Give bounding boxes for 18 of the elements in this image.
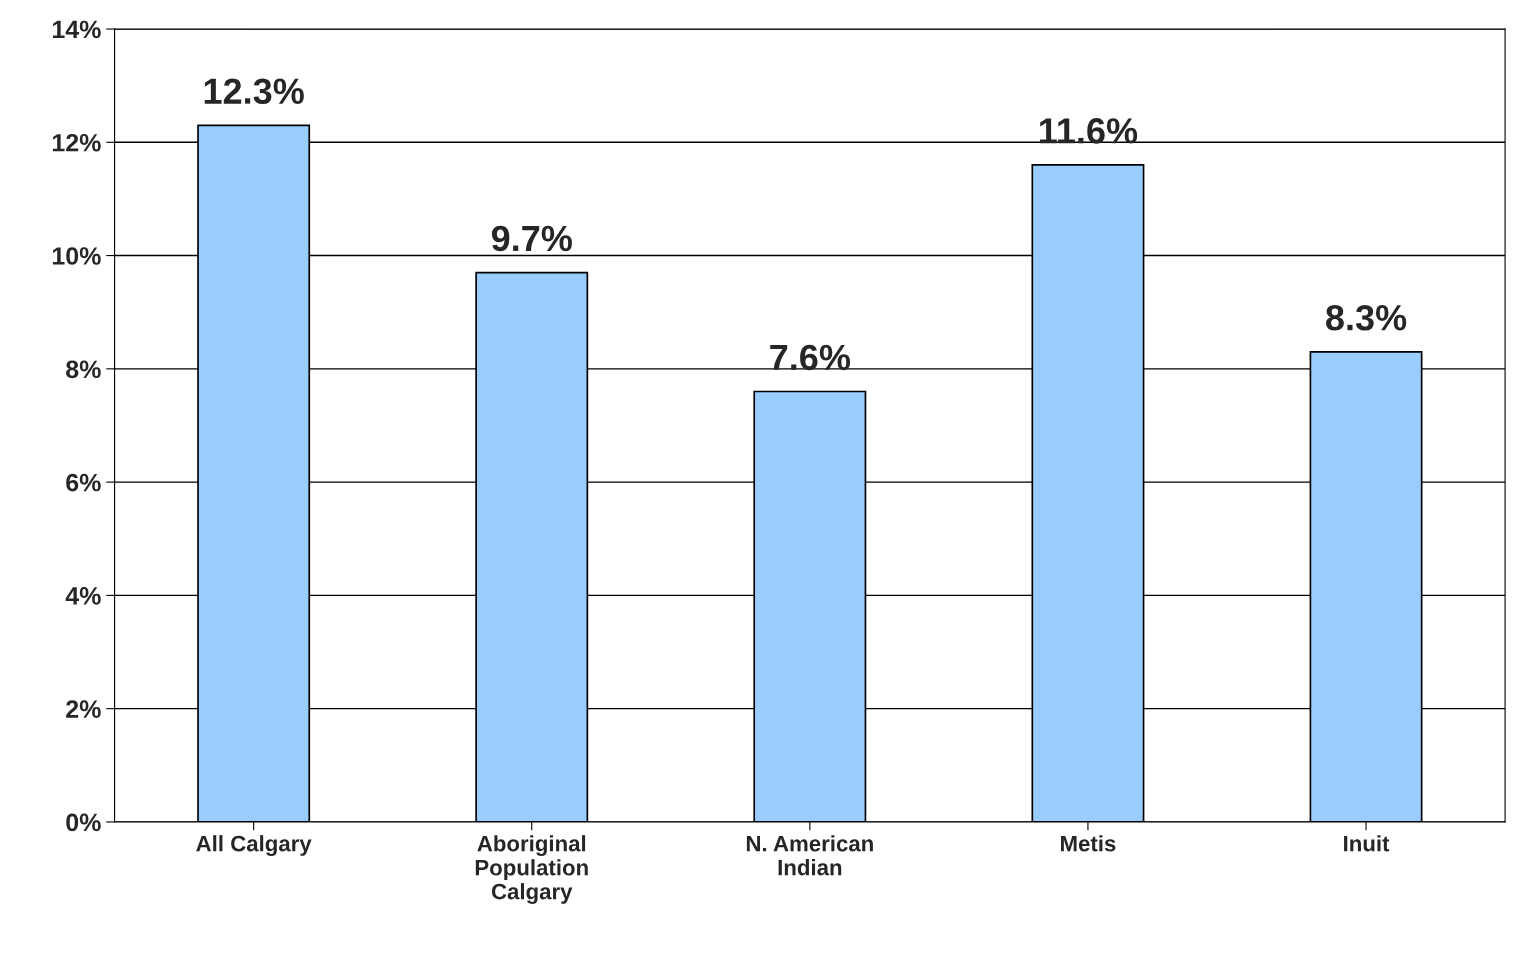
y-tick-label: 0% bbox=[66, 813, 101, 832]
y-tick-label: 6% bbox=[66, 473, 101, 492]
x-tick-label: N. American Indian bbox=[746, 835, 873, 876]
y-tick-label: 10% bbox=[52, 247, 101, 265]
y-tick-label: 2% bbox=[66, 700, 101, 718]
y-tick-label: 4% bbox=[65, 587, 101, 605]
y-tick-label: 14% bbox=[52, 20, 101, 39]
data-label: 12.3% bbox=[204, 78, 304, 105]
data-label: 9.7% bbox=[491, 225, 572, 252]
data-label: 7.6% bbox=[770, 344, 851, 371]
x-tick-label: Metis bbox=[1061, 835, 1116, 852]
data-label: 8.3% bbox=[1326, 304, 1407, 331]
x-tick-label: Inuit bbox=[1344, 835, 1390, 852]
x-tick-label: All Calgary bbox=[196, 835, 312, 856]
y-tick-label: 12% bbox=[52, 133, 101, 152]
y-tick-label: 8% bbox=[66, 360, 101, 379]
data-label: 11.6% bbox=[1040, 118, 1138, 144]
x-tick-label: Aboriginal Population Calgary bbox=[475, 835, 588, 904]
